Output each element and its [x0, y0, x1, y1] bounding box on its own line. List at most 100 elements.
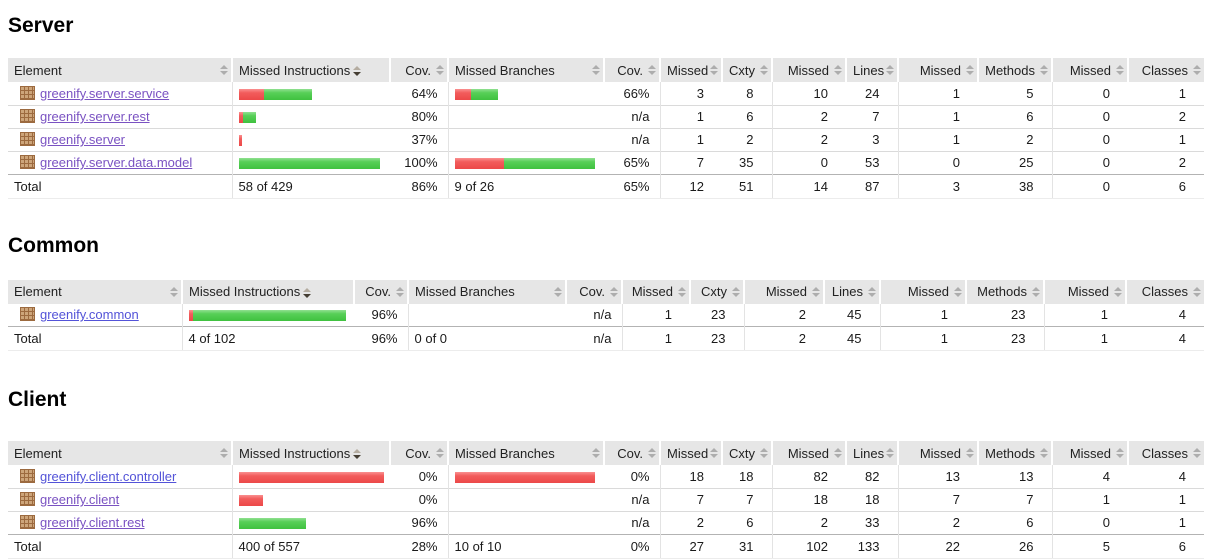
column-header-label: Lines — [853, 62, 885, 78]
column-header-label: Cxty — [729, 62, 755, 78]
column-header-cov--2[interactable]: Cov. — [353, 279, 408, 304]
sort-up-arrow — [812, 286, 820, 291]
element-cell: greenify.common — [8, 304, 182, 327]
column-header-classes-12[interactable]: Classes — [1127, 58, 1204, 82]
column-header-cov--4[interactable]: Cov. — [565, 279, 622, 304]
column-header-cxty-6[interactable]: Cxty — [689, 279, 744, 304]
column-header-missed-5[interactable]: Missed — [659, 441, 722, 465]
total-cell-methods: 38 — [978, 173, 1052, 199]
column-header-missed-9[interactable]: Missed — [897, 441, 978, 465]
table-row: greenify.client 0% n/a 7 7 18 18 7 7 1 1 — [8, 487, 1204, 511]
cell-methods: 7 — [978, 487, 1052, 511]
sort-icon — [732, 286, 740, 297]
package-link[interactable]: greenify.server.rest — [20, 109, 150, 124]
cell-methods: 6 — [978, 510, 1052, 534]
column-header-missed-5[interactable]: Missed — [621, 279, 690, 304]
column-header-label: Cxty — [701, 284, 727, 299]
cell-cxty: 8 — [746, 85, 754, 101]
package-link[interactable]: greenify.server — [20, 132, 125, 147]
total-instructions-coverage-cell: 96% — [354, 326, 408, 351]
sort-down-arrow — [1114, 292, 1122, 297]
column-header-methods-10[interactable]: Methods — [977, 58, 1052, 82]
total-row: Total 400 of 557 28% 10 of 10 0% 27 31 102 133 22… — [8, 533, 1204, 559]
cell-missed: 0 — [1051, 510, 1128, 534]
column-header-missed-11[interactable]: Missed — [1051, 441, 1128, 465]
sort-down-arrow — [220, 71, 228, 75]
coverage-table-client: Element Missed Instructions Cov. Missed Bra… — [8, 441, 1204, 559]
total-row: Total 58 of 429 86% 9 of 26 65% 12 51 14 87 3 38 0 6 — [8, 173, 1204, 199]
column-header-cxty-6[interactable]: Cxty — [721, 441, 772, 465]
cell-cxty: 6 — [722, 104, 772, 128]
column-header-missed-instructions-1[interactable]: Missed Instructions — [231, 58, 390, 82]
column-header-missed-7[interactable]: Missed — [771, 441, 846, 465]
column-header-missed-11[interactable]: Missed — [1051, 58, 1128, 82]
sort-up-arrow — [170, 286, 178, 291]
column-header-methods-10[interactable]: Methods — [977, 441, 1052, 465]
column-header-missed-5[interactable]: Missed — [659, 58, 722, 82]
package-icon — [20, 155, 35, 169]
total-branches-cell: 10 of 10 — [447, 533, 604, 559]
column-header-missed-branches-3[interactable]: Missed Branches — [447, 58, 604, 82]
column-header-element[interactable]: Element — [8, 58, 232, 82]
column-header-label: Missed — [631, 284, 673, 299]
sort-icon — [648, 448, 656, 458]
sort-up-arrow — [592, 65, 600, 69]
sort-down-arrow — [678, 292, 686, 297]
sort-down-arrow — [710, 454, 718, 458]
column-header-missed-9[interactable]: Missed — [879, 279, 966, 304]
sort-icon — [834, 65, 842, 75]
column-header-missed-7[interactable]: Missed — [771, 58, 846, 82]
column-header-classes-12[interactable]: Classes — [1125, 279, 1204, 304]
column-header-missed-7[interactable]: Missed — [743, 279, 824, 304]
sort-icon — [678, 286, 686, 297]
cell-cxty: 2 — [722, 127, 772, 151]
column-header-methods-10[interactable]: Methods — [965, 279, 1044, 304]
column-header-lines-8[interactable]: Lines — [845, 441, 898, 465]
sort-up-arrow — [954, 286, 962, 291]
column-header-cxty-6[interactable]: Cxty — [721, 58, 772, 82]
instructions-coverage-cell: 37% — [390, 127, 448, 151]
column-header-cov--4[interactable]: Cov. — [603, 58, 660, 82]
column-header-missed-branches-3[interactable]: Missed Branches — [447, 441, 604, 465]
total-cell-lines: 133 — [846, 533, 898, 559]
sort-down-arrow — [592, 71, 600, 75]
column-header-missed-11[interactable]: Missed — [1043, 279, 1126, 304]
package-link[interactable]: greenify.client.rest — [20, 515, 145, 530]
column-header-cov--4[interactable]: Cov. — [603, 441, 660, 465]
column-header-element[interactable]: Element — [8, 279, 182, 304]
total-branches-coverage-cell: n/a — [566, 326, 622, 351]
sort-down-arrow — [834, 71, 842, 75]
column-header-label: Missed Instructions — [239, 62, 351, 78]
column-header-missed-instructions-1[interactable]: Missed Instructions — [231, 441, 390, 465]
header-row: Element Missed Instructions Cov. Missed Bra… — [8, 58, 1204, 82]
column-header-missed-instructions-1[interactable]: Missed Instructions — [181, 279, 354, 304]
column-header-classes-12[interactable]: Classes — [1127, 441, 1204, 465]
column-header-lines-8[interactable]: Lines — [845, 58, 898, 82]
column-header-missed-9[interactable]: Missed — [897, 58, 978, 82]
package-link[interactable]: greenify.server.service — [20, 85, 169, 101]
instructions-coverage-cell: 96% — [390, 510, 448, 534]
sort-icon — [710, 65, 718, 75]
package-link[interactable]: greenify.server.data.model — [20, 155, 192, 170]
table-row: greenify.common 96% n/a 1 23 2 45 1 23 1 4 — [8, 303, 1204, 327]
package-link[interactable]: greenify.client — [20, 492, 119, 507]
package-link[interactable]: greenify.client.controller — [20, 468, 176, 484]
column-header-missed-branches-3[interactable]: Missed Branches — [407, 279, 566, 304]
coverage-table-common: Element Missed Instructions Cov. Missed Bra… — [8, 279, 1204, 351]
sort-up-arrow — [886, 448, 894, 452]
column-header-label: Classes — [1141, 62, 1188, 78]
column-header-label: Missed — [919, 445, 961, 461]
column-header-element[interactable]: Element — [8, 441, 232, 465]
branches-coverage-cell: 66% — [623, 85, 650, 101]
sort-icon — [1114, 286, 1122, 297]
sort-down-arrow — [954, 292, 962, 297]
column-header-cov--2[interactable]: Cov. — [389, 58, 448, 82]
column-header-cov--2[interactable]: Cov. — [389, 441, 448, 465]
element-cell: greenify.client.controller — [8, 465, 232, 488]
package-link[interactable]: greenify.common — [20, 307, 139, 322]
total-cell-cxty: 23 — [690, 326, 744, 351]
column-header-lines-8[interactable]: Lines — [823, 279, 880, 304]
section-server: Server Element Missed Instructions Cov. Miss… — [8, 14, 1204, 199]
sort-down-arrow — [868, 292, 876, 297]
section-common: Common Element Missed Instructions Cov. Miss… — [8, 234, 1204, 351]
